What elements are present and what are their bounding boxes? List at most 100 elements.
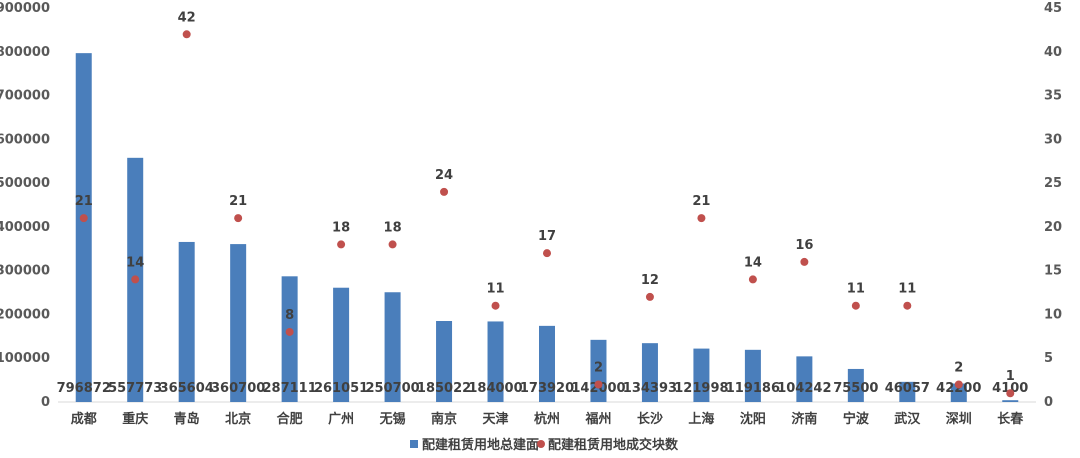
bar [744,349,761,402]
bar [230,244,247,402]
bar-value-label: 796872 [57,381,111,396]
point [594,380,603,389]
point [337,240,346,249]
bar [384,292,401,402]
point [440,187,449,196]
point [388,240,397,249]
right-tick-label: 30 [1044,132,1062,147]
point [131,275,140,284]
bar [950,383,967,402]
category-label: 深圳 [946,411,972,427]
right-tick-label: 15 [1044,264,1062,279]
point-value-label: 42 [178,10,196,25]
point [1006,389,1015,398]
bar [796,356,813,402]
bar-value-label: 42200 [936,381,981,396]
point-value-label: 14 [126,255,144,270]
right-tick-label: 35 [1044,89,1062,104]
bar-value-label: 185022 [417,381,471,396]
right-tick-label: 45 [1044,1,1062,16]
left-tick-label: 500000 [0,176,50,191]
bar-value-label: 104242 [777,381,831,396]
bar-value-label: 360700 [211,381,265,396]
point-value-label: 18 [384,220,402,235]
bar-value-label: 557773 [108,381,162,396]
category-label: 济南 [791,411,817,427]
bar-value-labels: 7968725577733656043607002871112610512507… [57,381,1029,396]
point [234,214,243,223]
bar [487,321,504,402]
bar [590,339,607,402]
category-label: 上海 [688,411,714,427]
point-value-label: 1 [1006,369,1015,384]
point-value-label: 21 [229,194,247,209]
category-labels: 成都 重庆 青岛 北京 合肥 广州 无锡 南京 天津 杭州 福州 长沙 上海 沈阳 济南 宁波 武汉 深圳 长春 [71,411,1025,427]
bar-value-label: 184000 [468,381,522,396]
point-value-label: 14 [744,255,762,270]
bar-value-label: 4100 [992,381,1028,396]
point [697,214,706,223]
category-label: 沈阳 [740,411,766,427]
category-label: 长春 [997,411,1024,427]
right-tick-label: 5 [1044,351,1053,366]
bar [75,53,92,402]
bar [641,343,658,402]
category-label: 福州 [584,411,611,427]
point [851,301,860,310]
category-label: 青岛 [174,411,200,427]
category-label: 天津 [483,411,509,427]
category-label: 无锡 [379,411,406,427]
point [79,214,88,223]
category-label: 长沙 [637,411,663,427]
right-tick-label: 10 [1044,307,1062,322]
point-value-label: 11 [847,282,865,297]
category-label: 武汉 [894,411,921,427]
point-value-label: 21 [75,194,93,209]
point [182,30,191,39]
point [800,257,809,266]
category-label: 宁波 [843,411,870,427]
bar [281,276,298,402]
bar [539,325,555,402]
left-tick-label: 800000 [0,45,50,60]
category-label: 北京 [225,411,251,427]
bars [75,53,1019,402]
points [79,30,1015,398]
left-axis-ticks: 0 100000 200000 300000 400000 500000 600000 700… [0,1,50,410]
left-tick-label: 200000 [0,307,50,322]
right-axis-ticks: 0 5 10 15 20 25 30 35 40 45 [1044,1,1062,410]
right-tick-label: 0 [1044,395,1053,410]
left-tick-label: 300000 [0,264,50,279]
category-label: 杭州 [534,411,560,427]
point-value-label: 11 [486,282,504,297]
right-tick-label: 40 [1044,45,1062,60]
left-tick-label: 600000 [0,132,50,147]
bar [178,241,195,402]
bar-value-label: 134393 [623,381,677,396]
legend-bar-swatch [410,440,418,448]
legend-point-swatch [537,440,545,448]
point [645,292,654,301]
point [748,275,757,284]
bar [1002,400,1019,402]
point-value-label: 17 [538,229,556,244]
bar-value-label: 365604 [160,381,214,396]
point-value-label: 21 [692,194,710,209]
left-tick-label: 700000 [0,89,50,104]
bar [333,287,350,402]
bar [847,368,864,402]
legend-point-label: 配建租赁用地成交块数 [548,437,679,453]
point-value-label: 2 [954,360,963,375]
bar-value-label: 173920 [520,381,574,396]
point [491,301,500,310]
bar-value-label: 287111 [262,381,316,396]
category-label: 重庆 [122,411,148,427]
bar [693,348,710,402]
left-tick-label: 0 [41,395,50,410]
bar-value-label: 142000 [571,381,625,396]
point-value-label: 18 [332,220,350,235]
point-value-label: 24 [435,168,453,183]
